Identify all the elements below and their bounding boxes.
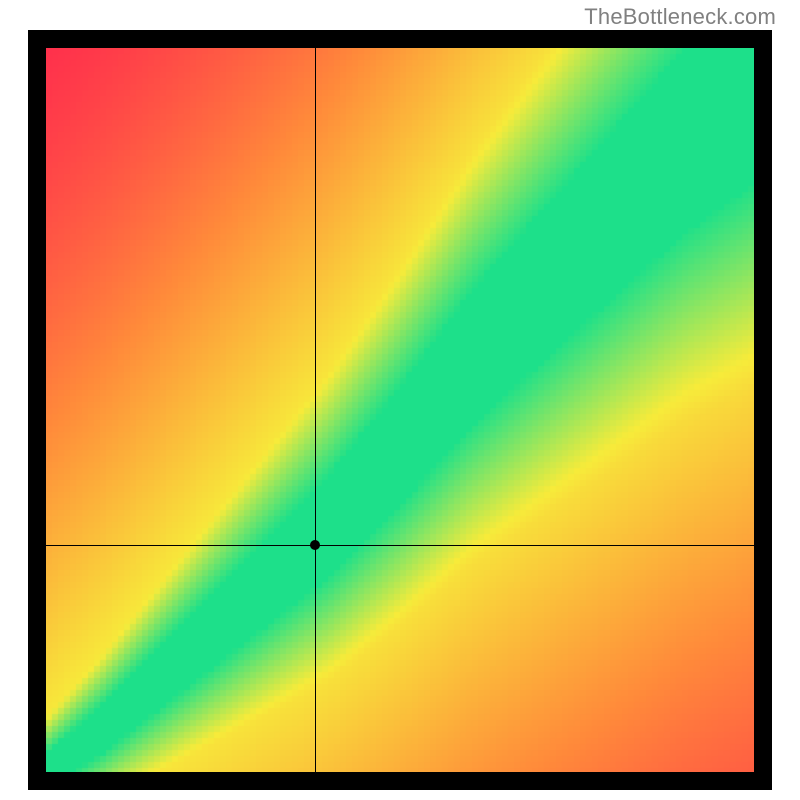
chart-frame [28,30,772,790]
crosshair-vertical [315,48,316,772]
watermark-text: TheBottleneck.com [584,4,776,30]
crosshair-horizontal [46,545,754,546]
marker-dot [310,540,320,550]
heatmap-plot [46,48,754,772]
heatmap-canvas [46,48,754,772]
